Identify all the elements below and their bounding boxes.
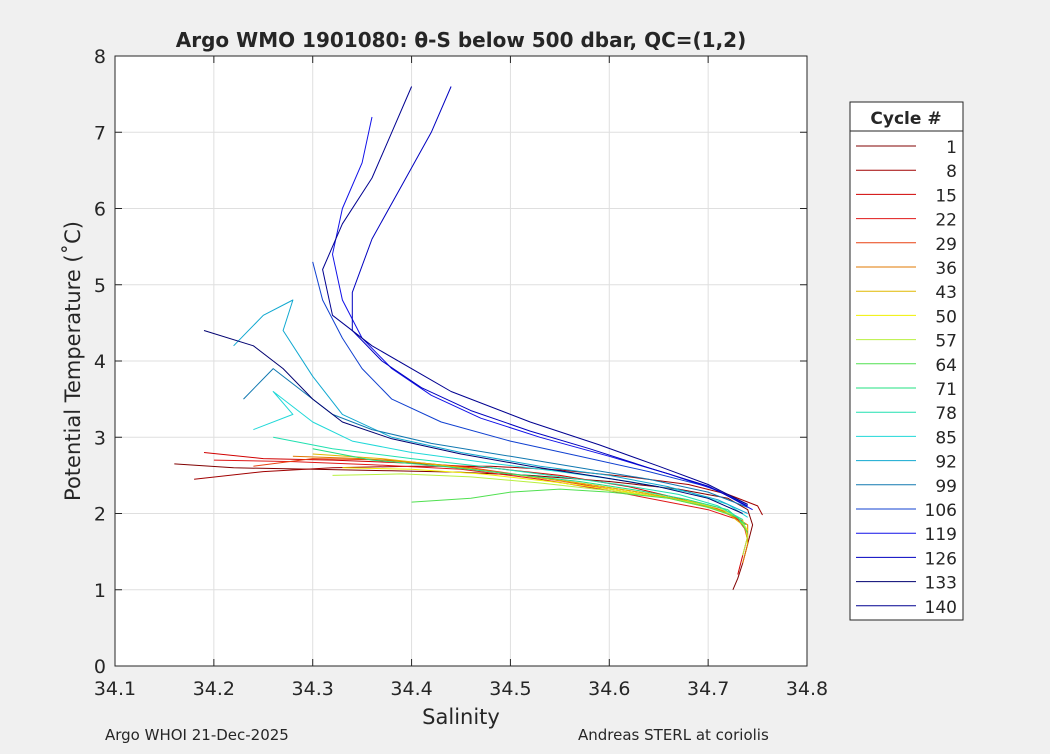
x-tick-label: 34.1 [94, 678, 136, 700]
series-line-cycle-133 [203, 330, 743, 514]
y-tick-label: 5 [94, 275, 106, 297]
x-tick-label: 34.3 [292, 678, 334, 700]
chart-title: Argo WMO 1901080: θ-S below 500 dbar, QC… [176, 28, 746, 52]
legend-label-cycle-57: 57 [935, 332, 957, 352]
y-tick-label: 3 [94, 427, 106, 449]
y-tick-label: 1 [94, 580, 106, 602]
data-series [174, 86, 763, 590]
axis-ticks: 34.1 34.2 34.3 34.4 34.5 34.6 34.7 34.8 0 1 2 3 4 5 6 7… [94, 46, 828, 700]
x-tick-label: 34.6 [588, 678, 630, 700]
y-tick-label: 7 [94, 122, 106, 144]
legend-label-cycle-64: 64 [935, 356, 957, 376]
legend-title: Cycle # [870, 109, 941, 129]
series-line-cycle-106 [312, 261, 748, 505]
legend-label-cycle-140: 140 [925, 598, 957, 618]
series-line-cycle-78 [273, 436, 743, 521]
legend-label-cycle-85: 85 [935, 428, 957, 448]
series-line-cycle-8 [194, 465, 763, 516]
legend-label-cycle-71: 71 [935, 380, 957, 400]
x-tick-label: 34.2 [193, 678, 235, 700]
series-line-cycle-92 [233, 299, 748, 514]
legend-label-cycle-133: 133 [925, 574, 957, 594]
legend-label-cycle-36: 36 [935, 259, 957, 279]
series-line-cycle-64 [411, 488, 749, 533]
legend-label-cycle-22: 22 [935, 211, 957, 231]
legend-label-cycle-50: 50 [935, 307, 957, 327]
footer-right: Andreas STERL at coriolis [578, 726, 769, 744]
legend-label-cycle-1: 1 [946, 138, 957, 158]
legend: Cycle # 1 8 15 22 29 36 43 50 57 64 71 78 85 92 99 106 1… [849, 101, 964, 621]
y-tick-label: 4 [94, 351, 106, 373]
y-tick-label: 0 [94, 656, 106, 678]
x-axis-label: Salinity [422, 705, 500, 729]
series-line-cycle-126 [351, 86, 748, 507]
legend-label-cycle-29: 29 [935, 235, 957, 255]
legend-label-cycle-92: 92 [935, 453, 957, 473]
x-tick-label: 34.8 [786, 678, 828, 700]
legend-label-cycle-15: 15 [935, 186, 957, 206]
legend-label-cycle-99: 99 [935, 477, 957, 497]
y-tick-label: 6 [94, 199, 106, 221]
x-tick-label: 34.7 [687, 678, 729, 700]
y-axis-label: Potential Temperature (˚C) [61, 221, 85, 501]
x-tick-label: 34.5 [489, 678, 531, 700]
legend-label-cycle-119: 119 [925, 525, 957, 545]
y-tick-label: 8 [94, 46, 106, 68]
series-line-cycle-140 [322, 86, 748, 505]
legend-label-cycle-106: 106 [925, 501, 957, 521]
legend-label-cycle-78: 78 [935, 404, 957, 424]
series-line-cycle-99 [243, 368, 748, 508]
footer-left: Argo WHOI 21-Dec-2025 [105, 726, 289, 744]
y-tick-label: 2 [94, 504, 106, 526]
series-line-cycle-43 [312, 453, 749, 545]
legend-label-cycle-43: 43 [935, 283, 957, 303]
legend-label-cycle-126: 126 [925, 549, 957, 569]
legend-label-cycle-8: 8 [946, 162, 957, 182]
series-line-cycle-71 [312, 448, 747, 526]
x-tick-label: 34.4 [390, 678, 432, 700]
